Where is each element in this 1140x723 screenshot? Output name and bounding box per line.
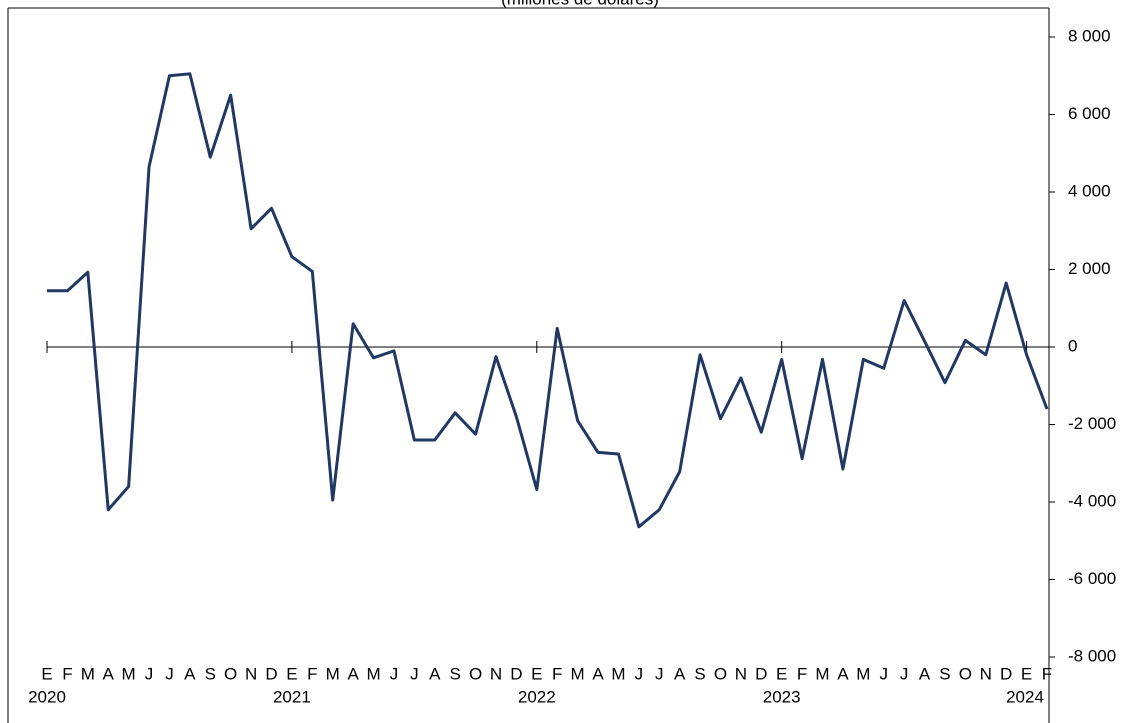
x-tick-label: A	[919, 664, 931, 683]
x-tick-label: O	[224, 664, 237, 683]
x-tick-label: N	[980, 664, 992, 683]
year-label: 2023	[763, 687, 801, 706]
x-tick-label: M	[366, 664, 380, 683]
y-tick-label: 8 000	[1068, 26, 1111, 45]
year-label: 2022	[518, 687, 556, 706]
x-tick-label: O	[714, 664, 727, 683]
x-tick-label: J	[410, 664, 419, 683]
x-tick-label: J	[900, 664, 909, 683]
x-tick-label: S	[694, 664, 705, 683]
x-tick-label: A	[184, 664, 196, 683]
x-tick-label: E	[286, 664, 297, 683]
x-tick-label: M	[571, 664, 585, 683]
x-tick-label: F	[797, 664, 807, 683]
x-tick-label: D	[1000, 664, 1012, 683]
x-tick-label: M	[856, 664, 870, 683]
y-tick-label: 2 000	[1068, 259, 1111, 278]
y-tick-label: 0	[1068, 336, 1077, 355]
x-tick-label: M	[81, 664, 95, 683]
x-tick-label: A	[592, 664, 604, 683]
y-tick-label: -4 000	[1068, 491, 1116, 510]
y-tick-label: -8 000	[1068, 646, 1116, 665]
x-tick-label: A	[429, 664, 441, 683]
x-tick-label: F	[307, 664, 317, 683]
x-tick-label: O	[959, 664, 972, 683]
x-tick-label: M	[326, 664, 340, 683]
chart-subtitle: (millones de dólares)	[501, 0, 659, 8]
x-tick-label: E	[531, 664, 542, 683]
x-tick-label: M	[122, 664, 136, 683]
x-tick-label: S	[205, 664, 216, 683]
y-tick-label: 6 000	[1068, 104, 1111, 123]
x-tick-label: E	[41, 664, 52, 683]
x-tick-label: D	[510, 664, 522, 683]
year-label: 2020	[28, 687, 66, 706]
x-tick-label: A	[837, 664, 849, 683]
x-tick-label: J	[145, 664, 154, 683]
x-tick-label: D	[265, 664, 277, 683]
x-tick-label: E	[776, 664, 787, 683]
x-tick-label: M	[611, 664, 625, 683]
x-tick-label: J	[165, 664, 174, 683]
x-tick-label: D	[755, 664, 767, 683]
x-tick-label: S	[939, 664, 950, 683]
x-tick-label: N	[735, 664, 747, 683]
x-tick-label: F	[62, 664, 72, 683]
x-tick-label: S	[449, 664, 460, 683]
x-tick-label: J	[635, 664, 644, 683]
y-tick-label: -2 000	[1068, 414, 1116, 433]
x-tick-label: F	[552, 664, 562, 683]
x-tick-label: E	[1021, 664, 1032, 683]
x-tick-label: N	[245, 664, 257, 683]
year-label: 2021	[273, 687, 311, 706]
x-tick-label: A	[103, 664, 115, 683]
x-tick-label: A	[347, 664, 359, 683]
x-tick-label: J	[655, 664, 664, 683]
data-line	[47, 72, 1049, 529]
x-tick-label: O	[469, 664, 482, 683]
y-tick-label: -6 000	[1068, 569, 1116, 588]
x-tick-label: M	[815, 664, 829, 683]
x-tick-label: J	[390, 664, 399, 683]
x-tick-label: J	[879, 664, 888, 683]
x-tick-label: F	[1042, 664, 1052, 683]
x-tick-label: N	[490, 664, 502, 683]
year-label: 2024	[1006, 687, 1044, 706]
y-tick-label: 4 000	[1068, 181, 1111, 200]
x-tick-label: A	[674, 664, 686, 683]
